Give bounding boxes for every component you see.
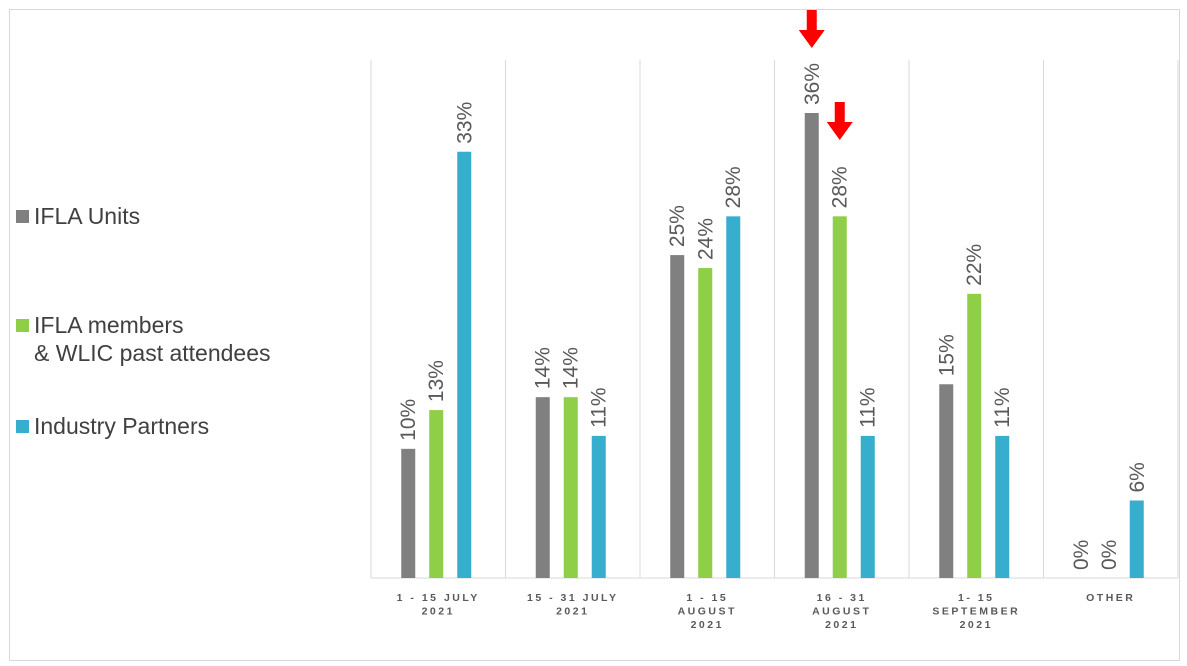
bar — [401, 448, 416, 578]
legend-item-industry-partners: Industry Partners — [16, 412, 209, 440]
category-label: OTHER — [1086, 592, 1135, 604]
category-label: 1- 15 SEPTEMBER 2021 — [932, 592, 1020, 631]
data-label: 36% — [801, 63, 824, 105]
bar — [457, 151, 472, 578]
data-label: 13% — [425, 360, 448, 402]
chart-frame — [9, 9, 1180, 661]
bar — [939, 384, 954, 578]
data-label: 28% — [722, 166, 745, 208]
legend-item-ifla-members: IFLA members & WLIC past attendees — [16, 311, 271, 367]
bar — [591, 435, 606, 578]
data-label: 11% — [991, 387, 1014, 427]
legend-item-ifla-units: IFLA Units — [16, 202, 140, 230]
chart-legend: IFLA Units IFLA members & WLIC past atte… — [16, 0, 336, 660]
data-label: 0% — [1070, 540, 1093, 570]
data-label: 10% — [397, 399, 420, 441]
bar — [535, 397, 550, 578]
data-label: 6% — [1126, 462, 1149, 492]
legend-label: IFLA members & WLIC past attendees — [34, 312, 271, 366]
bar — [804, 113, 819, 578]
category-label: 1 - 15 JULY 2021 — [397, 592, 480, 618]
data-label: 11% — [588, 387, 611, 427]
red-arrow-down-icon — [798, 10, 825, 48]
legend-label: Industry Partners — [34, 413, 210, 439]
bar — [429, 410, 444, 578]
bar — [670, 255, 685, 579]
category-label: 15 - 31 JULY 2021 — [527, 592, 618, 618]
bar — [563, 397, 578, 578]
bar — [726, 216, 741, 579]
data-label: 15% — [935, 334, 958, 376]
red-arrow-down-icon — [826, 102, 853, 140]
category-label: 1 - 15 AUGUST 2021 — [678, 592, 737, 631]
data-label: 24% — [694, 218, 717, 260]
data-label: 0% — [1098, 540, 1121, 570]
bar — [1129, 500, 1144, 578]
legend-swatch-ifla-units — [16, 210, 29, 223]
bar — [967, 293, 982, 578]
bar — [698, 268, 713, 578]
category-label: 16 - 31 AUGUST 2021 — [812, 592, 871, 631]
data-label: 11% — [857, 387, 880, 427]
bar — [860, 435, 875, 578]
data-label: 25% — [666, 205, 689, 247]
legend-label: IFLA Units — [34, 203, 141, 229]
bar — [832, 216, 847, 579]
legend-swatch-industry-partners — [16, 420, 29, 433]
data-label: 22% — [963, 244, 986, 286]
bar — [995, 435, 1010, 578]
data-label: 14% — [560, 347, 583, 389]
data-label: 14% — [532, 347, 555, 389]
data-label: 28% — [829, 166, 852, 208]
legend-swatch-ifla-members — [16, 319, 29, 332]
data-label: 33% — [453, 102, 476, 144]
